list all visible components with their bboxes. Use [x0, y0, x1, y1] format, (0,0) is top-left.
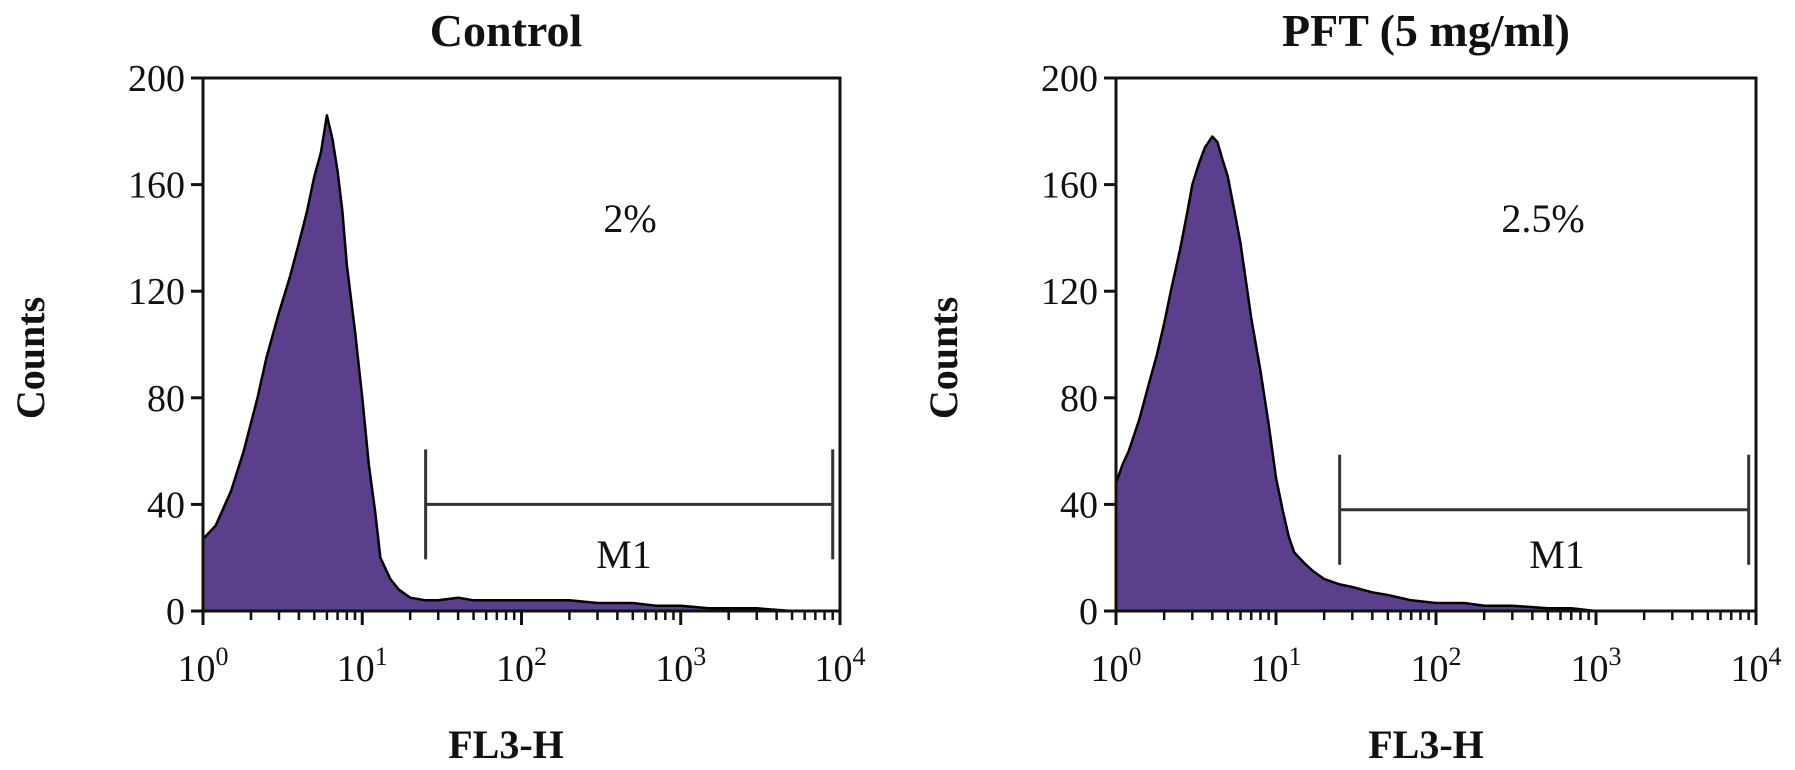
y-tick-label: 160: [1041, 165, 1098, 207]
y-tick-label: 80: [1060, 378, 1098, 420]
x-tick-label: 104: [1731, 642, 1782, 690]
x-tick-label: 104: [815, 642, 866, 690]
percent-annotation: 2%: [603, 196, 656, 241]
y-axis-ticks: 0 40 80 120 160 200: [128, 58, 203, 633]
histogram-area: [201, 114, 842, 613]
y-tick-label: 0: [166, 591, 185, 633]
y-tick-label: 160: [128, 165, 185, 207]
y-tick-label: 0: [1079, 591, 1098, 633]
plot-area: [201, 114, 842, 613]
panel-title: PFT (5 mg/ml): [1282, 5, 1570, 56]
y-axis-ticks: 0 40 80 120 160 200: [1041, 58, 1116, 633]
x-tick-label: 103: [1571, 642, 1622, 690]
x-tick-label: 100: [178, 642, 229, 690]
y-axis-label: Counts: [8, 297, 53, 419]
x-axis-ticks: 100 101 102 103 104: [178, 611, 866, 690]
y-tick-label: 80: [147, 378, 185, 420]
marker-label: M1: [596, 532, 652, 577]
x-axis-ticks: 100 101 102 103 104: [1091, 611, 1782, 690]
y-tick-label: 40: [147, 484, 185, 526]
y-tick-label: 200: [128, 58, 185, 100]
percent-annotation: 2.5%: [1501, 196, 1584, 241]
histogram-area: [1114, 135, 1758, 613]
x-axis-label: FL3-H: [448, 722, 564, 767]
x-tick-label: 102: [1411, 642, 1462, 690]
y-tick-label: 200: [1041, 58, 1098, 100]
x-tick-label: 102: [496, 642, 547, 690]
x-tick-label: 101: [1251, 642, 1302, 690]
y-axis-label: Counts: [921, 297, 966, 419]
x-tick-label: 103: [655, 642, 706, 690]
panel-title: Control: [430, 5, 583, 56]
x-tick-label: 101: [337, 642, 388, 690]
x-axis-label: FL3-H: [1368, 722, 1484, 767]
y-tick-label: 40: [1060, 484, 1098, 526]
pft-histogram-panel: PFT (5 mg/ml) 2.5% M1 0 40 80 120 160 200 100…: [921, 5, 1782, 767]
y-tick-label: 120: [1041, 271, 1098, 313]
x-tick-label: 100: [1091, 642, 1142, 690]
y-tick-label: 120: [128, 271, 185, 313]
marker-label: M1: [1529, 532, 1585, 577]
plot-area: [1114, 135, 1758, 613]
